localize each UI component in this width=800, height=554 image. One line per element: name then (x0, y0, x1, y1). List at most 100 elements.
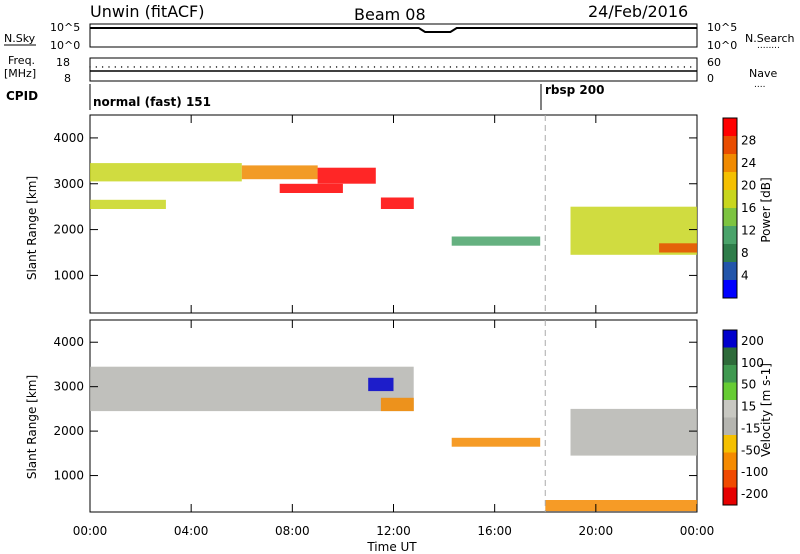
nave-point (576, 66, 578, 68)
colorbar-tick-label: -50 (741, 443, 761, 457)
colorbar-swatch (723, 280, 737, 299)
nave-point (487, 66, 489, 68)
y-tick-label: 2000 (53, 424, 84, 438)
velocity-colorbar-label: Velocity [m s-1] (759, 363, 773, 457)
freq-trace (89, 66, 697, 72)
nsky-label: N.Sky (4, 32, 36, 45)
date-title: 24/Feb/2016 (588, 2, 688, 21)
colorbar-swatch (723, 118, 737, 137)
nave-point (424, 66, 426, 68)
nave-point (260, 66, 262, 68)
echo-region (279, 183, 343, 193)
nsky-tick-bottom: 10^0 (50, 39, 80, 52)
echo-region (90, 366, 414, 412)
nave-point (392, 66, 395, 68)
nsearch-marker: ........ (757, 41, 780, 51)
nave-point (196, 66, 199, 68)
echo-region (451, 236, 541, 246)
colorbar-frame (722, 329, 738, 506)
nave-point (462, 66, 464, 68)
x-tick-label: 00:00 (73, 524, 108, 538)
nave-point (652, 66, 654, 68)
nave-point (114, 66, 117, 68)
echo-region (90, 199, 166, 209)
power-colorbar-label: Power [dB] (759, 177, 773, 242)
power-ylabel: Slant Range [km] (25, 176, 39, 280)
echo-region (368, 377, 394, 392)
nave-point (569, 66, 572, 68)
nave-point (209, 66, 211, 68)
nave-point (664, 66, 667, 68)
echo-region (659, 243, 697, 253)
x-tick-label: 16:00 (477, 524, 512, 538)
nave-point (544, 66, 546, 68)
nave-point (310, 66, 312, 68)
nave-point (329, 66, 331, 68)
nave-point (133, 66, 135, 68)
nave-point (285, 66, 287, 68)
nave-point (411, 66, 414, 68)
power-panel: 1000 2000 3000 4000 (53, 114, 698, 314)
x-axis-label: Time UT (366, 540, 417, 554)
nsky-trace-line (90, 27, 697, 33)
nave-point (399, 66, 401, 68)
nave-point (342, 66, 344, 68)
x-tick-label: 08:00 (275, 524, 310, 538)
freq-unit: [MHz] (4, 67, 36, 80)
velocity-ylabel: Slant Range [km] (25, 375, 39, 479)
x-axis: 00:00 04:00 08:00 12:00 16:00 20:00 00:00 (73, 524, 715, 538)
nave-point (443, 66, 445, 68)
echo-region (317, 167, 376, 184)
nave-point (671, 66, 673, 68)
echo-region (570, 408, 697, 456)
colorbar-swatch (723, 226, 737, 245)
nave-point (645, 66, 648, 68)
colorbar-tick-label: -200 (741, 487, 768, 501)
nave-point (380, 66, 382, 68)
power-colorbar: 28 24 20 16 12 8 4 (722, 117, 756, 299)
freq-panel (89, 57, 698, 82)
freq-tick-bottom: 8 (64, 72, 71, 85)
y-tick-label: 1000 (53, 268, 84, 282)
nave-point (595, 66, 597, 68)
colorbar-swatch (723, 470, 737, 488)
nave-point (538, 66, 540, 68)
nave-point (614, 66, 616, 68)
x-tick-label: 04:00 (174, 524, 209, 538)
nave-point (430, 66, 433, 68)
colorbar-swatch (723, 154, 737, 173)
nave-point (449, 66, 452, 68)
nave-point (367, 66, 369, 68)
nave-point (228, 66, 230, 68)
colorbar-tick-label: -100 (741, 465, 768, 479)
nave-point (184, 66, 186, 68)
nave-point (298, 66, 300, 68)
nsearch-label: N.Search (745, 32, 795, 45)
nave-point (437, 66, 439, 68)
nave-point (494, 66, 496, 68)
nave-point (253, 66, 256, 68)
colorbar-tick-label: 28 (741, 134, 756, 148)
colorbar-swatch (723, 487, 737, 506)
nave-point (152, 66, 154, 68)
nave-point (557, 66, 559, 68)
nave-point (683, 66, 686, 68)
nave-point (127, 66, 129, 68)
nave-point (456, 66, 458, 68)
colorbar-swatch (723, 435, 737, 453)
nave-point (177, 66, 180, 68)
nave-point (241, 66, 243, 68)
echo-region (241, 165, 318, 180)
nave-point (512, 66, 515, 68)
colorbar-tick-label: 8 (741, 246, 749, 260)
nave-point (348, 66, 350, 68)
y-tick-label: 3000 (53, 177, 84, 191)
nave-point (588, 66, 591, 68)
echo-region (380, 397, 414, 412)
nave-point (291, 66, 293, 68)
colorbar-tick-label: 200 (741, 334, 764, 348)
nave-point (323, 66, 325, 68)
nave-point (304, 66, 306, 68)
nave-point (222, 66, 224, 68)
nave-point (120, 66, 123, 68)
